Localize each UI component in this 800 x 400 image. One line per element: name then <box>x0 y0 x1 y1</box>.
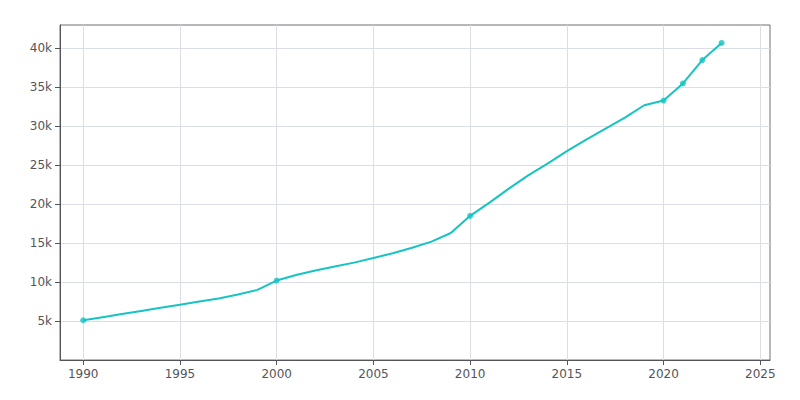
svg-text:20k: 20k <box>30 197 52 211</box>
svg-text:35k: 35k <box>30 80 52 94</box>
svg-text:1990: 1990 <box>68 367 99 381</box>
svg-text:2000: 2000 <box>261 367 292 381</box>
svg-text:2020: 2020 <box>648 367 679 381</box>
svg-text:15k: 15k <box>30 236 52 250</box>
svg-text:25k: 25k <box>30 158 52 172</box>
svg-text:2025: 2025 <box>745 367 776 381</box>
svg-text:2005: 2005 <box>358 367 389 381</box>
svg-text:5k: 5k <box>37 314 52 328</box>
svg-text:1995: 1995 <box>165 367 196 381</box>
svg-text:30k: 30k <box>30 119 52 133</box>
svg-text:2010: 2010 <box>455 367 486 381</box>
svg-text:2015: 2015 <box>552 367 583 381</box>
svg-text:10k: 10k <box>30 275 52 289</box>
svg-text:40k: 40k <box>30 41 52 55</box>
